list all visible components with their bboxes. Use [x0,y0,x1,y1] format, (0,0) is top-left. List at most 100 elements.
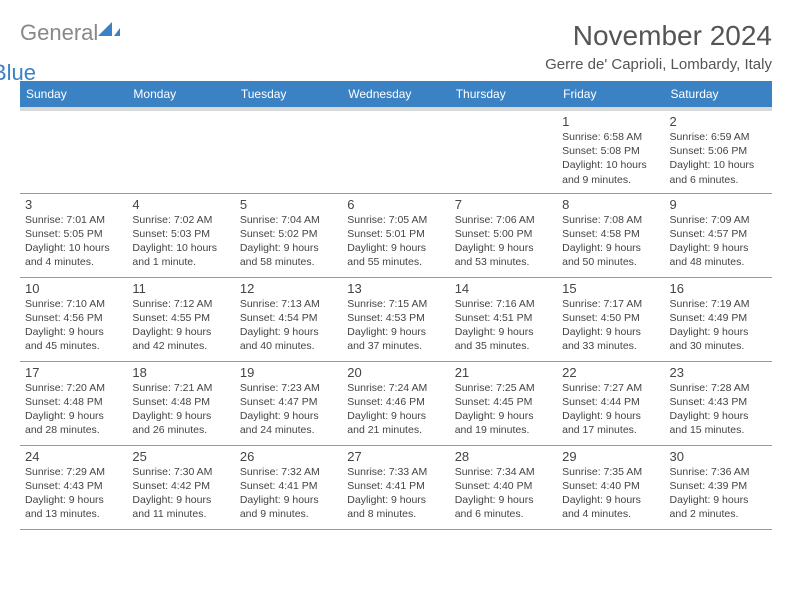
brand-text-general: General [20,20,98,45]
day-number: 19 [240,365,337,380]
calendar-day-cell: 14Sunrise: 7:16 AMSunset: 4:51 PMDayligh… [450,277,557,361]
calendar-day-cell [20,109,127,193]
weekday-header: Wednesday [342,81,449,109]
day-info: Sunrise: 7:12 AMSunset: 4:55 PMDaylight:… [132,297,229,354]
daylight-text: Daylight: 9 hours and 55 minutes. [347,241,444,269]
day-number: 26 [240,449,337,464]
calendar-day-cell [450,109,557,193]
sunset-text: Sunset: 4:40 PM [562,479,659,493]
day-number: 11 [132,281,229,296]
weekday-header: Thursday [450,81,557,109]
daylight-text: Daylight: 9 hours and 30 minutes. [670,325,767,353]
daylight-text: Daylight: 9 hours and 9 minutes. [240,493,337,521]
sunrise-text: Sunrise: 7:23 AM [240,381,337,395]
calendar-day-cell: 22Sunrise: 7:27 AMSunset: 4:44 PMDayligh… [557,361,664,445]
calendar-day-cell: 11Sunrise: 7:12 AMSunset: 4:55 PMDayligh… [127,277,234,361]
calendar-day-cell: 3Sunrise: 7:01 AMSunset: 5:05 PMDaylight… [20,193,127,277]
day-number: 13 [347,281,444,296]
day-number: 21 [455,365,552,380]
sunrise-text: Sunrise: 7:01 AM [25,213,122,227]
month-title: November 2024 [545,20,772,52]
day-info: Sunrise: 7:15 AMSunset: 4:53 PMDaylight:… [347,297,444,354]
day-number: 10 [25,281,122,296]
calendar-day-cell [127,109,234,193]
calendar-day-cell: 19Sunrise: 7:23 AMSunset: 4:47 PMDayligh… [235,361,342,445]
calendar-day-cell: 1Sunrise: 6:58 AMSunset: 5:08 PMDaylight… [557,109,664,193]
day-number: 15 [562,281,659,296]
day-number: 6 [347,197,444,212]
calendar-day-cell [342,109,449,193]
sunset-text: Sunset: 4:51 PM [455,311,552,325]
daylight-text: Daylight: 10 hours and 4 minutes. [25,241,122,269]
daylight-text: Daylight: 9 hours and 17 minutes. [562,409,659,437]
brand-text-blue: Blue [0,60,36,85]
day-number: 25 [132,449,229,464]
day-number: 1 [562,114,659,129]
sunrise-text: Sunrise: 7:12 AM [132,297,229,311]
daylight-text: Daylight: 9 hours and 58 minutes. [240,241,337,269]
day-info: Sunrise: 7:24 AMSunset: 4:46 PMDaylight:… [347,381,444,438]
sunset-text: Sunset: 4:47 PM [240,395,337,409]
calendar-day-cell: 25Sunrise: 7:30 AMSunset: 4:42 PMDayligh… [127,445,234,529]
sunset-text: Sunset: 4:56 PM [25,311,122,325]
day-number: 30 [670,449,767,464]
sunrise-text: Sunrise: 7:32 AM [240,465,337,479]
weekday-header: Tuesday [235,81,342,109]
day-info: Sunrise: 6:59 AMSunset: 5:06 PMDaylight:… [670,130,767,187]
calendar-week-row: 24Sunrise: 7:29 AMSunset: 4:43 PMDayligh… [20,445,772,529]
calendar-header-row: SundayMondayTuesdayWednesdayThursdayFrid… [20,81,772,109]
calendar-day-cell: 30Sunrise: 7:36 AMSunset: 4:39 PMDayligh… [665,445,772,529]
calendar-day-cell: 23Sunrise: 7:28 AMSunset: 4:43 PMDayligh… [665,361,772,445]
sunrise-text: Sunrise: 7:24 AM [347,381,444,395]
daylight-text: Daylight: 9 hours and 35 minutes. [455,325,552,353]
calendar-day-cell: 9Sunrise: 7:09 AMSunset: 4:57 PMDaylight… [665,193,772,277]
day-number: 16 [670,281,767,296]
sunrise-text: Sunrise: 7:13 AM [240,297,337,311]
calendar-day-cell: 7Sunrise: 7:06 AMSunset: 5:00 PMDaylight… [450,193,557,277]
calendar-week-row: 10Sunrise: 7:10 AMSunset: 4:56 PMDayligh… [20,277,772,361]
day-number: 4 [132,197,229,212]
sunset-text: Sunset: 4:42 PM [132,479,229,493]
calendar-day-cell: 21Sunrise: 7:25 AMSunset: 4:45 PMDayligh… [450,361,557,445]
daylight-text: Daylight: 9 hours and 48 minutes. [670,241,767,269]
daylight-text: Daylight: 9 hours and 2 minutes. [670,493,767,521]
calendar-day-cell: 8Sunrise: 7:08 AMSunset: 4:58 PMDaylight… [557,193,664,277]
sunrise-text: Sunrise: 7:17 AM [562,297,659,311]
calendar-body: 1Sunrise: 6:58 AMSunset: 5:08 PM Daylight… [20,109,772,529]
sunrise-text: Sunrise: 7:04 AM [240,213,337,227]
calendar-week-row: 17Sunrise: 7:20 AMSunset: 4:48 PMDayligh… [20,361,772,445]
day-info: Sunrise: 7:01 AMSunset: 5:05 PMDaylight:… [25,213,122,270]
sunset-text: Sunset: 5:06 PM [670,144,767,158]
sunset-text: Sunset: 4:53 PM [347,311,444,325]
day-number: 20 [347,365,444,380]
day-info: Sunrise: 7:23 AMSunset: 4:47 PMDaylight:… [240,381,337,438]
day-info: Sunrise: 7:10 AMSunset: 4:56 PMDaylight:… [25,297,122,354]
sunrise-text: Sunrise: 7:29 AM [25,465,122,479]
daylight-text: Daylight: 9 hours and 40 minutes. [240,325,337,353]
weekday-header: Saturday [665,81,772,109]
day-number: 8 [562,197,659,212]
weekday-header: Friday [557,81,664,109]
day-number: 12 [240,281,337,296]
day-number: 23 [670,365,767,380]
sunset-text: Sunset: 5:08 PM [562,144,659,158]
sunset-text: Sunset: 5:01 PM [347,227,444,241]
sunrise-text: Sunrise: 7:16 AM [455,297,552,311]
day-info: Sunrise: 7:20 AMSunset: 4:48 PMDaylight:… [25,381,122,438]
calendar-day-cell: 2Sunrise: 6:59 AMSunset: 5:06 PMDaylight… [665,109,772,193]
calendar-day-cell: 20Sunrise: 7:24 AMSunset: 4:46 PMDayligh… [342,361,449,445]
day-info: Sunrise: 7:36 AMSunset: 4:39 PMDaylight:… [670,465,767,522]
calendar-day-cell: 13Sunrise: 7:15 AMSunset: 4:53 PMDayligh… [342,277,449,361]
sunrise-text: Sunrise: 7:33 AM [347,465,444,479]
calendar-day-cell: 5Sunrise: 7:04 AMSunset: 5:02 PMDaylight… [235,193,342,277]
day-info: Sunrise: 7:34 AMSunset: 4:40 PMDaylight:… [455,465,552,522]
sunrise-text: Sunrise: 7:25 AM [455,381,552,395]
sunrise-text: Sunrise: 6:58 AM [562,130,659,144]
day-number: 14 [455,281,552,296]
day-number: 17 [25,365,122,380]
day-number: 2 [670,114,767,129]
day-number: 3 [25,197,122,212]
sunset-text: Sunset: 4:41 PM [240,479,337,493]
day-info: Sunrise: 7:28 AMSunset: 4:43 PMDaylight:… [670,381,767,438]
sunrise-text: Sunrise: 7:06 AM [455,213,552,227]
